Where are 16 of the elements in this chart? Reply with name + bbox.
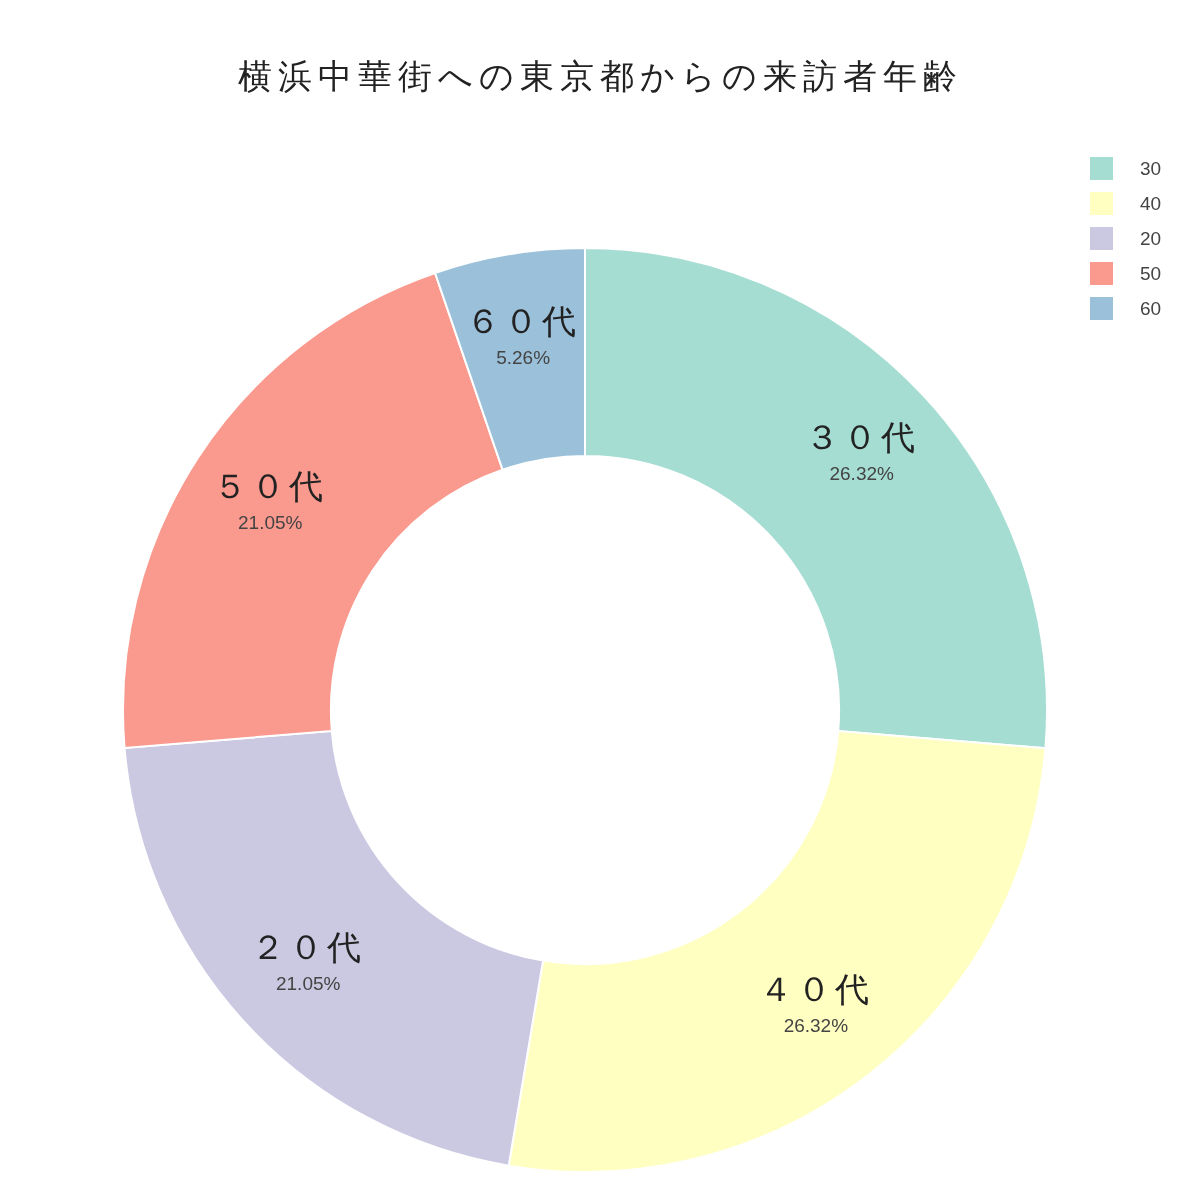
chart-title: 横浜中華街への東京都からの来訪者年齢 — [237, 57, 963, 95]
data-label: 26.32% — [783, 1014, 849, 1036]
text: ５０代 — [213, 467, 328, 506]
legend-label: 40 — [1140, 193, 1162, 214]
text: ２０代 — [251, 927, 366, 966]
text: ３０代 — [804, 418, 919, 457]
data-label: 5.26% — [496, 347, 551, 369]
legend-label: 20 — [1140, 228, 1162, 249]
text: ６０代 — [466, 302, 581, 341]
data-label: 26.32% — [829, 463, 895, 485]
legend-label: 30 — [1140, 158, 1162, 179]
legend-label: 50 — [1140, 263, 1162, 284]
data-label: 21.05% — [275, 972, 341, 994]
text: ４０代 — [758, 969, 873, 1008]
data-label: 21.05% — [238, 512, 303, 534]
legend-label: 60 — [1140, 298, 1162, 319]
